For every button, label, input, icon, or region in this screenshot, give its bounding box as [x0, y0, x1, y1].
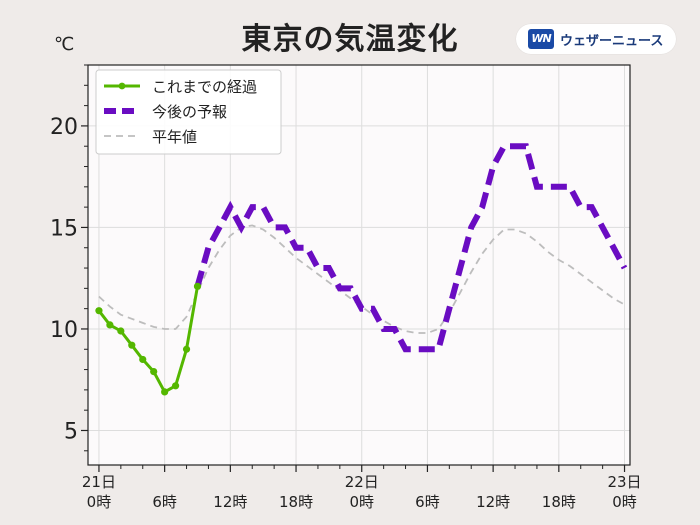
- x-tick-label-date: 22日: [345, 473, 379, 491]
- x-tick-label-hour: 6時: [415, 493, 440, 511]
- data-point-observed: [182, 345, 191, 353]
- x-tick-label-hour: 18時: [279, 493, 313, 511]
- y-axis-unit: ℃: [54, 34, 75, 55]
- x-tick-label-hour: 18時: [542, 493, 576, 511]
- brand-logo-text: ウェザーニュース: [560, 34, 664, 49]
- legend-label-observed: これまでの経過: [152, 78, 257, 96]
- plot-frame: [87, 64, 631, 466]
- y-tick-label: 15: [50, 216, 78, 241]
- legend-label-forecast: 今後の予報: [152, 103, 227, 121]
- y-tick-label: 10: [50, 318, 78, 343]
- axes: 5 10 15 20 21日 0時 6時 12時 18時 22日 0時 6時 12時 18時 23日 0時: [50, 64, 642, 511]
- chart-title: 東京の気温変化: [241, 22, 459, 57]
- series-line-normal: [98, 224, 625, 334]
- x-tick-label-date: 23日: [607, 473, 641, 491]
- data-point-observed: [139, 355, 147, 364]
- data-point-observed: [128, 341, 136, 349]
- legend-label-normal: 平年値: [152, 128, 197, 146]
- data-point-observed: [193, 282, 202, 290]
- data-point-observed: [171, 382, 180, 390]
- brand-logo: WN ウェザーニュース: [516, 24, 676, 54]
- x-tick-label-hour: 0時: [349, 493, 374, 511]
- data-point-observed: [117, 327, 125, 335]
- data-point-observed: [106, 321, 114, 329]
- x-tick-label-hour: 0時: [612, 493, 637, 511]
- series-layer: [95, 143, 628, 396]
- series-line-observed: [97, 286, 199, 394]
- x-tick-label-hour: 6時: [152, 493, 177, 511]
- y-tick-label: 20: [50, 115, 78, 140]
- series-line-forecast: [194, 143, 628, 353]
- data-point-observed: [161, 388, 169, 396]
- x-tick-label-hour: 0時: [87, 493, 112, 511]
- x-tick-label-hour: 12時: [476, 493, 510, 511]
- data-point-observed: [150, 367, 158, 376]
- x-tick-label-date: 21日: [82, 473, 116, 491]
- data-point-observed: [95, 307, 103, 315]
- legend-marker: [118, 82, 126, 90]
- legend-box: [95, 69, 282, 155]
- y-tick-label: 5: [64, 419, 78, 444]
- x-tick-label-hour: 12時: [213, 493, 247, 511]
- brand-logo-icon: WN: [528, 29, 554, 49]
